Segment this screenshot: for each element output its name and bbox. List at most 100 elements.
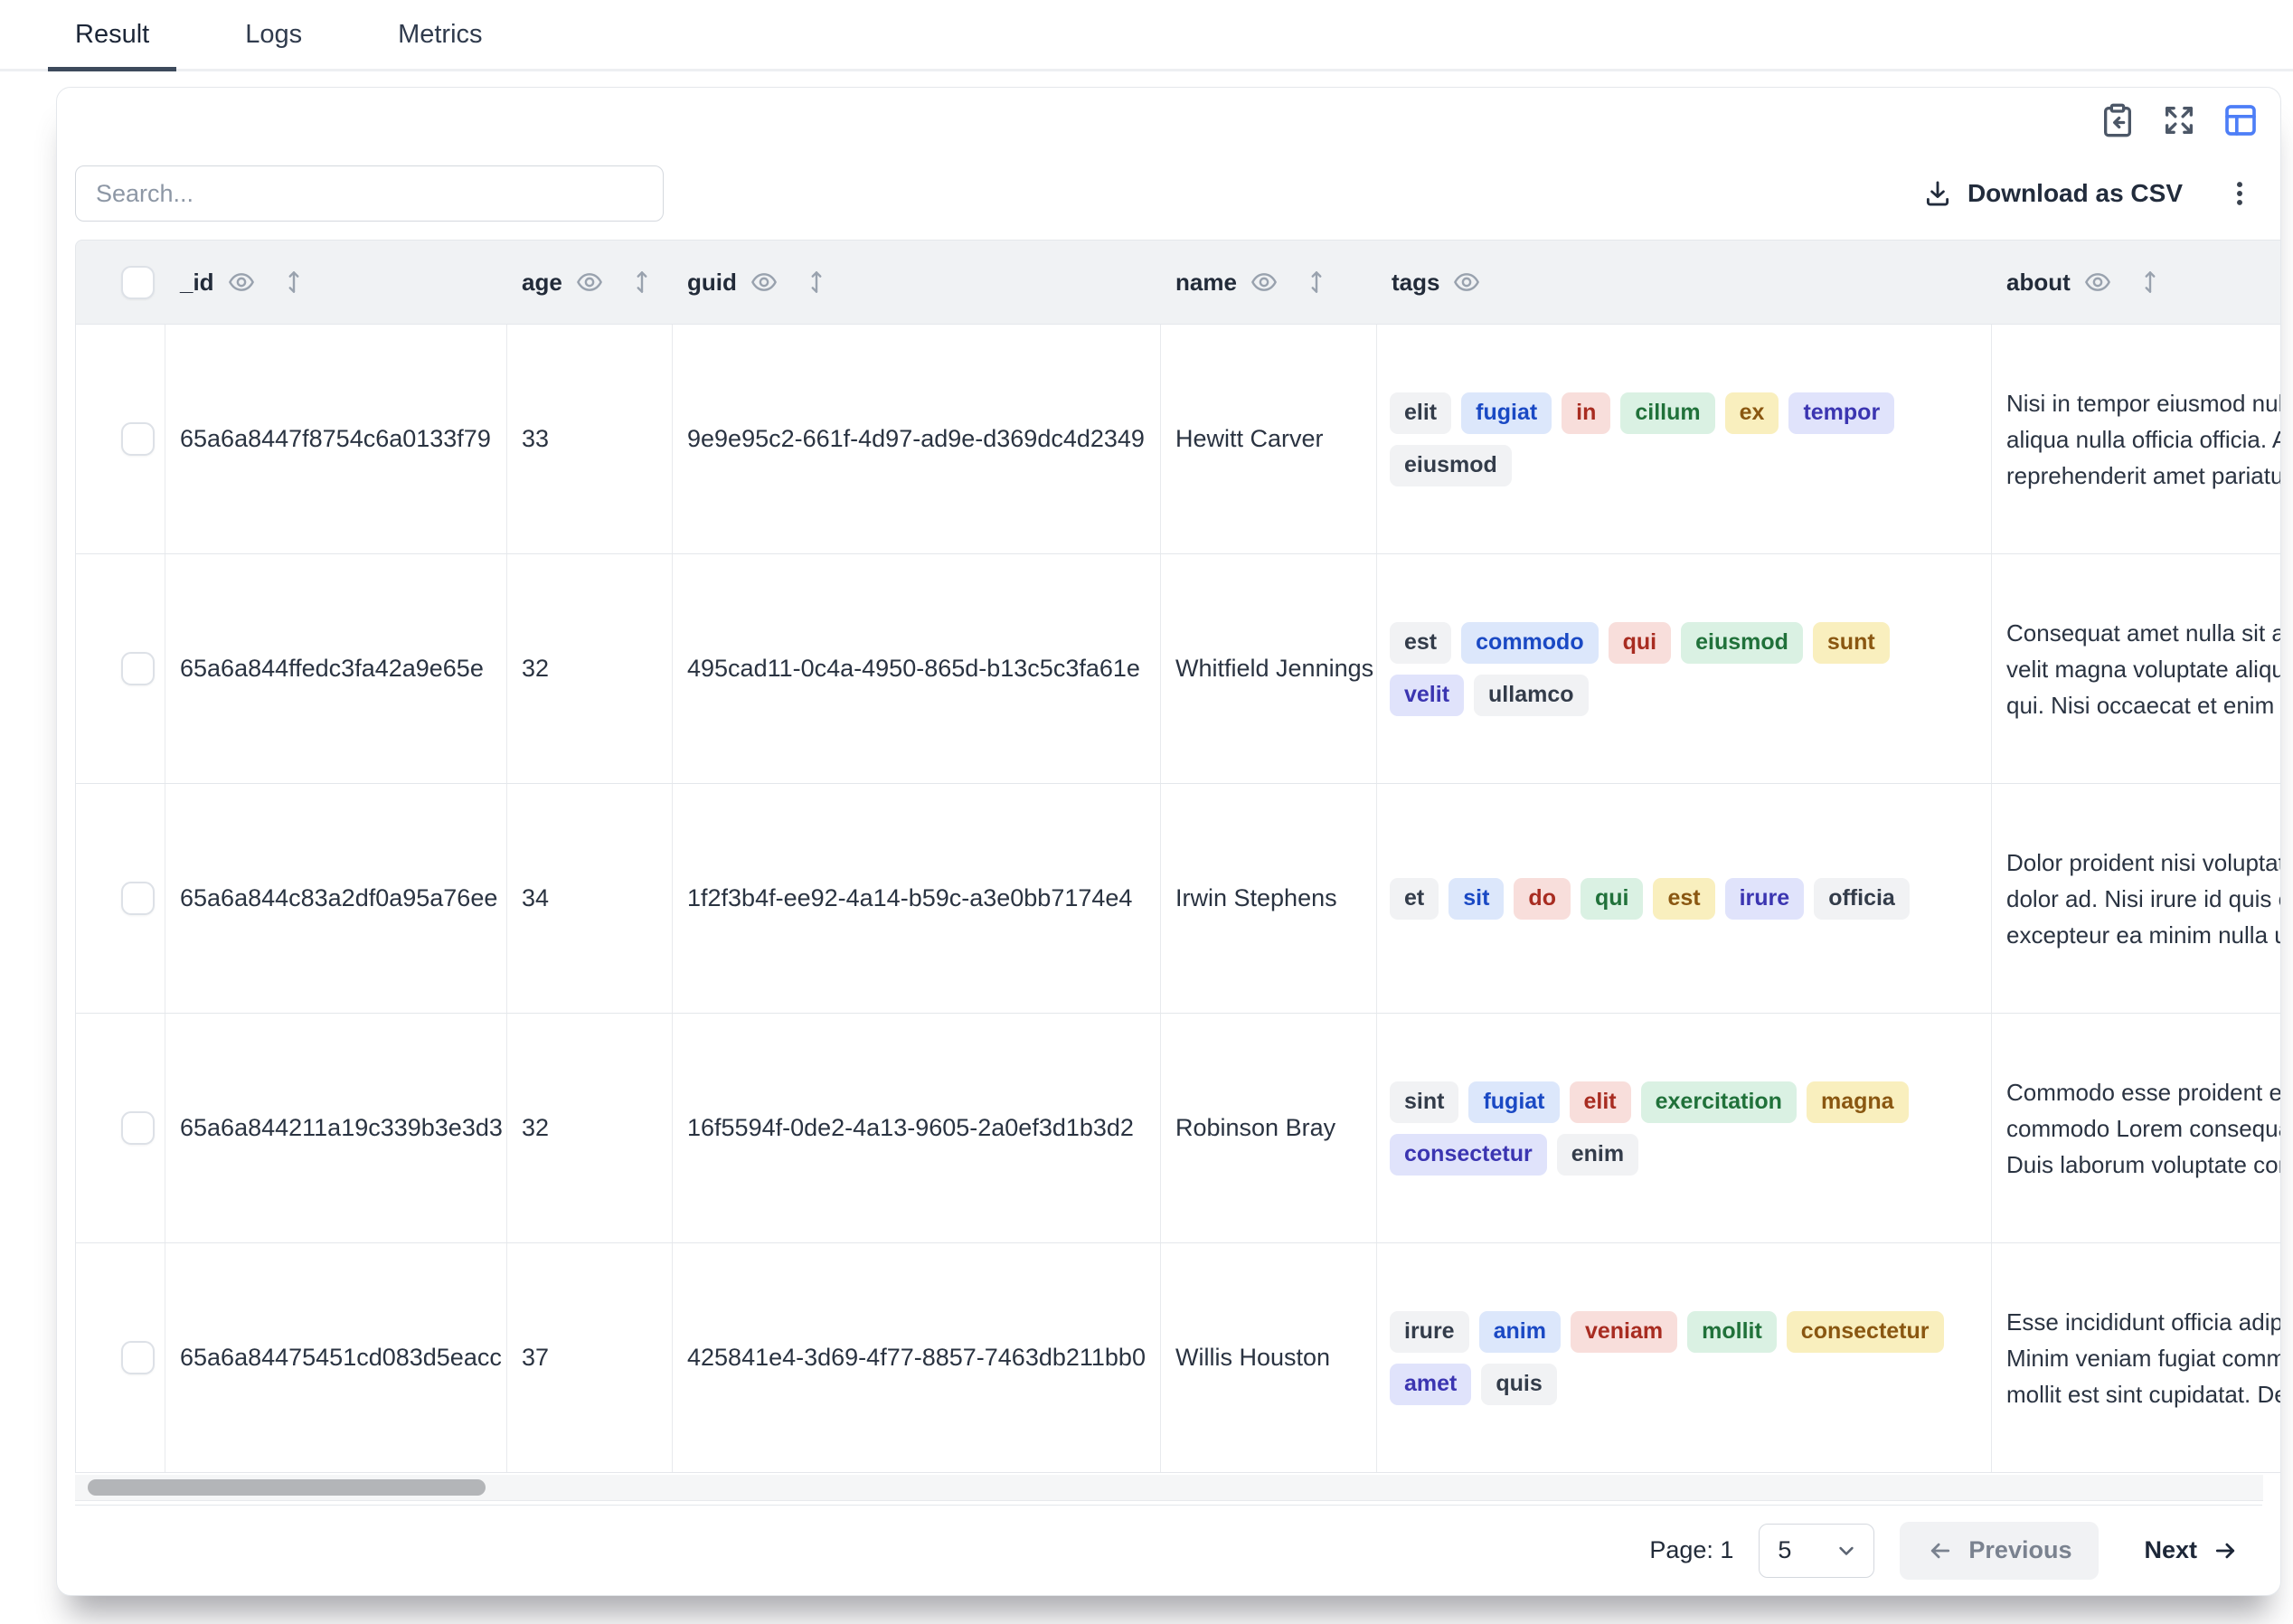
clipboard-import-icon[interactable] (2100, 102, 2136, 138)
row-checkbox[interactable] (121, 1341, 155, 1374)
eye-icon[interactable] (1452, 268, 1481, 297)
tag-pill: irure (1724, 877, 1805, 920)
tag-pill: ex (1724, 392, 1779, 434)
eye-icon[interactable] (1250, 268, 1279, 297)
eye-icon[interactable] (227, 268, 256, 297)
cell-checkbox (76, 325, 165, 553)
download-csv-label: Download as CSV (1967, 179, 2183, 207)
column-header-name: name (1161, 241, 1377, 324)
sort-icon[interactable] (2136, 268, 2165, 297)
table-row: 65a6a84475451cd083d5eacc 37 425841e4-3d69-… (75, 1243, 2281, 1473)
cell-tags: est commodo qui eiusmod sunt velit ullamco (1377, 554, 1992, 783)
page-size-select[interactable]: 5 (1759, 1523, 1875, 1578)
sort-icon[interactable] (628, 268, 656, 297)
tag-pill: velit (1390, 674, 1465, 716)
row-checkbox[interactable] (121, 422, 155, 456)
sort-icon[interactable] (1302, 268, 1331, 297)
about-text-line: Dolor proident nisi voluptat (2006, 848, 2281, 876)
tag-pill: consectetur (1390, 1133, 1547, 1176)
column-label: age (522, 268, 562, 296)
tab-metrics[interactable]: Metrics (398, 19, 483, 49)
about-text-line: reprehenderit amet pariatu (2006, 461, 2281, 489)
header-checkbox-cell (76, 241, 165, 324)
kebab-menu-icon[interactable] (2222, 176, 2257, 211)
tag-pill: sint (1390, 1081, 1459, 1123)
cell-id: 65a6a844c83a2df0a95a76ee (165, 784, 507, 1013)
page-size-value: 5 (1778, 1536, 1792, 1563)
tag-pill: anim (1478, 1310, 1561, 1353)
layout-table-icon[interactable] (2222, 102, 2259, 138)
chevron-down-icon (1839, 1546, 1854, 1555)
arrow-right-icon (2215, 1543, 2235, 1558)
tab-logs[interactable]: Logs (245, 19, 303, 49)
tag-pill: ullamco (1474, 674, 1589, 716)
next-button[interactable]: Next (2124, 1522, 2259, 1580)
column-header-guid: guid (673, 241, 1161, 324)
eye-icon[interactable] (750, 268, 778, 297)
column-label: guid (687, 268, 737, 296)
cell-age: 32 (507, 554, 673, 783)
cell-name: Robinson Bray (1161, 1014, 1377, 1242)
tab-result[interactable]: Result (48, 0, 177, 71)
column-label: about (2006, 268, 2071, 296)
column-header-about: about (1992, 241, 2280, 324)
tag-line: est commodo qui eiusmod sunt (1390, 621, 1890, 664)
sort-icon[interactable] (802, 268, 831, 297)
cell-id: 65a6a84475451cd083d5eacc (165, 1243, 507, 1472)
data-table: _id age guid name tags about 65a6a8447f8754c6… (75, 240, 2281, 1473)
cell-tags: et sit do qui est irure officia (1377, 784, 1992, 1013)
cell-id: 65a6a844ffedc3fa42a9e65e (165, 554, 507, 783)
previous-button[interactable]: Previous (1900, 1521, 2100, 1580)
sort-icon[interactable] (279, 268, 308, 297)
about-text-line: Minim veniam fugiat comm (2006, 1344, 2281, 1372)
cell-guid: 16f5594f-0de2-4a13-9605-2a0ef3d1b3d2 (673, 1014, 1161, 1242)
row-checkbox[interactable] (121, 1111, 155, 1145)
cell-checkbox (76, 784, 165, 1013)
about-text-line: Commodo esse proident ex (2006, 1078, 2281, 1106)
page-label: Page: 1 (1649, 1536, 1734, 1563)
cell-id: 65a6a8447f8754c6a0133f79 (165, 325, 507, 553)
cell-tags: elit fugiat in cillum ex tempor eiusmod (1377, 325, 1992, 553)
cell-checkbox (76, 1243, 165, 1472)
tag-pill: eiusmod (1681, 621, 1803, 664)
cell-about: Dolor proident nisi voluptat dolor ad. Ni… (1992, 784, 2281, 1013)
tag-pill: officia (1814, 877, 1910, 920)
tag-pill: est (1653, 877, 1715, 920)
cell-checkbox (76, 554, 165, 783)
about-text-line: excepteur ea minim nulla u (2006, 921, 2281, 949)
download-group: Download as CSV (1922, 165, 2257, 222)
cell-guid: 9e9e95c2-661f-4d97-ad9e-d369dc4d2349 (673, 325, 1161, 553)
tag-line: et sit do qui est irure officia (1390, 877, 1910, 920)
about-text-line: Consequat amet nulla sit au (2006, 618, 2281, 647)
tag-pill: qui (1608, 621, 1672, 664)
tag-pill: quis (1481, 1363, 1557, 1405)
cell-age: 32 (507, 1014, 673, 1242)
tag-pill: fugiat (1461, 392, 1552, 434)
tag-pill: mollit (1687, 1310, 1777, 1353)
scrollbar-thumb[interactable] (88, 1479, 486, 1496)
row-checkbox[interactable] (121, 882, 155, 915)
cell-guid: 495cad11-0c4a-4950-865d-b13c5c3fa61e (673, 554, 1161, 783)
tag-line: irure anim veniam mollit consectetur (1390, 1310, 1944, 1353)
cell-about: Consequat amet nulla sit au velit magna v… (1992, 554, 2281, 783)
tag-line: elit fugiat in cillum ex tempor (1390, 392, 1895, 434)
column-label: _id (180, 268, 214, 296)
search-input[interactable] (75, 165, 664, 222)
table-row: 65a6a844211a19c339b3e3d3 32 16f5594f-0de2-… (75, 1014, 2281, 1243)
cell-name: Hewitt Carver (1161, 325, 1377, 553)
tag-pill: veniam (1570, 1310, 1678, 1353)
table-row: 65a6a8447f8754c6a0133f79 33 9e9e95c2-661f-… (75, 325, 2281, 554)
tag-pill: magna (1806, 1081, 1909, 1123)
cell-checkbox (76, 1014, 165, 1242)
tag-line: eiusmod (1390, 444, 1512, 486)
tag-pill: fugiat (1468, 1081, 1560, 1123)
tag-pill: sunt (1812, 621, 1890, 664)
expand-icon[interactable] (2161, 102, 2197, 138)
eye-icon[interactable] (2083, 268, 2112, 297)
eye-icon[interactable] (575, 268, 604, 297)
select-all-checkbox[interactable] (121, 265, 155, 299)
row-checkbox[interactable] (121, 652, 155, 685)
download-csv-button[interactable]: Download as CSV (1922, 178, 2183, 209)
about-text-line: Nisi in tempor eiusmod nulla (2006, 389, 2281, 417)
tag-pill: est (1390, 621, 1452, 664)
